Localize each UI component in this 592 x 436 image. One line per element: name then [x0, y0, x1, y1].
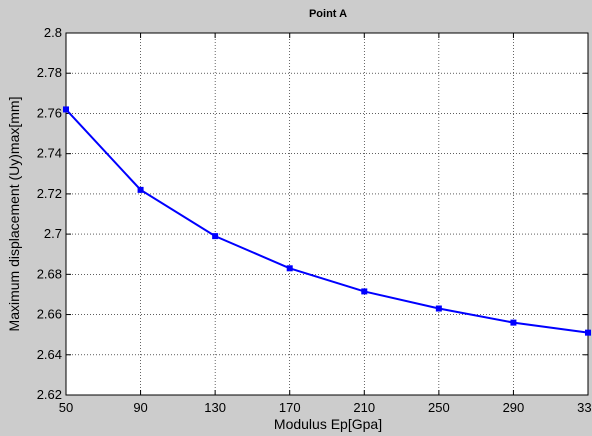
plot-frame	[65, 32, 589, 396]
x-tick-label: 250	[428, 400, 450, 415]
x-tick-label: 290	[503, 400, 525, 415]
y-tick-label: 2.8	[44, 25, 62, 40]
y-tick-label: 2.68	[37, 266, 62, 281]
data-point	[361, 288, 368, 295]
x-tick-label: 330	[577, 400, 592, 415]
series-layer	[63, 106, 591, 336]
y-axis-label: Maximum displacement (Uy)max[mm]	[6, 97, 22, 332]
x-tick-label: 130	[204, 400, 226, 415]
y-tick-label: 2.66	[37, 307, 62, 322]
data-point	[63, 106, 69, 113]
data-point	[212, 233, 219, 240]
y-tick-label: 2.72	[37, 186, 62, 201]
data-point	[286, 265, 293, 272]
y-tick-label: 2.62	[37, 387, 62, 402]
plot-area	[66, 33, 588, 395]
data-point	[585, 329, 591, 336]
series-line	[65, 108, 589, 334]
y-tick-labels: 2.62 2.64 2.66 2.68 2.7 2.72 2.74 2.76 2.78 2.8	[37, 25, 62, 402]
y-tick-label: 2.64	[37, 347, 62, 362]
data-point	[510, 319, 517, 326]
y-tick-label: 2.78	[37, 65, 62, 80]
x-tick-labels: 50 90 130 170 210 250 290 330	[59, 400, 592, 415]
y-tick-label: 2.76	[37, 105, 62, 120]
x-tick-label: 170	[279, 400, 301, 415]
x-tick-label: 210	[353, 400, 375, 415]
data-point	[435, 305, 442, 312]
y-tick-label: 2.7	[44, 226, 62, 241]
x-axis-label: Modulus Ep[Gpa]	[274, 416, 382, 432]
axis-ticks	[65, 32, 589, 396]
chart-title: Point A	[309, 8, 347, 20]
data-point	[137, 186, 144, 193]
x-tick-label: 50	[59, 400, 73, 415]
x-tick-label: 90	[133, 400, 147, 415]
y-tick-label: 2.74	[37, 146, 62, 161]
